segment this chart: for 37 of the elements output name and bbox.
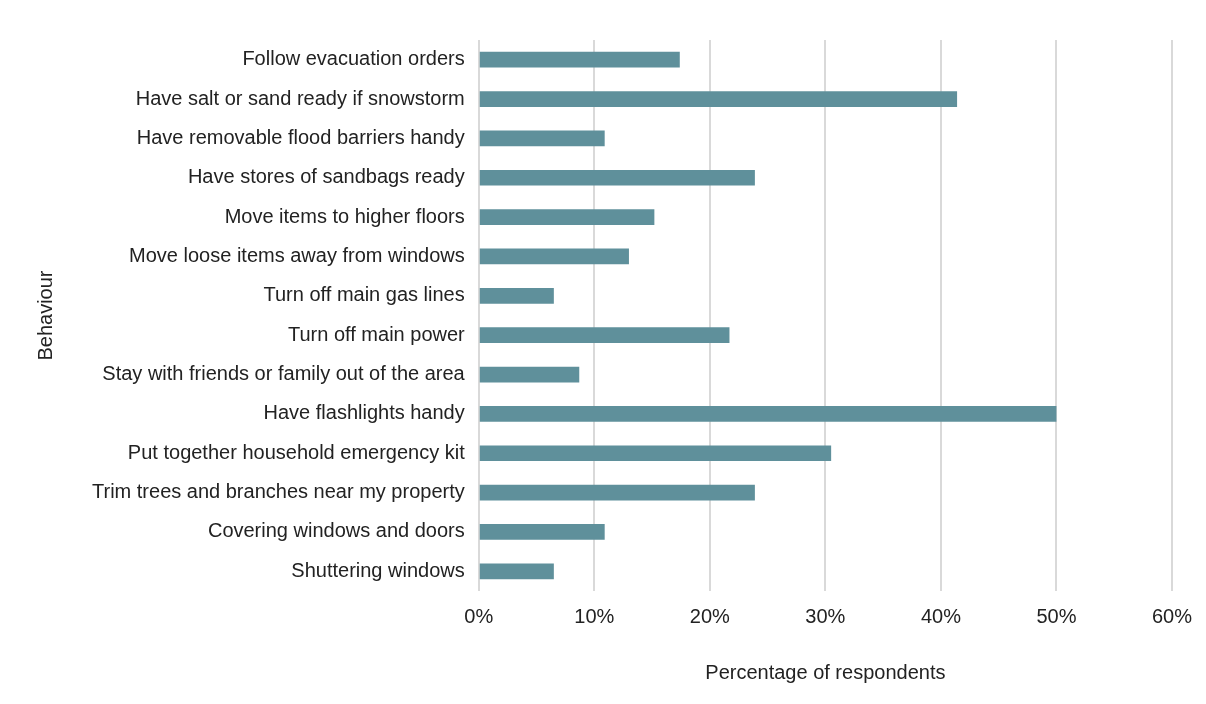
x-tick-label: 0% [464, 604, 494, 627]
bar [479, 563, 554, 580]
y-tick-label: Move loose items away from windows [129, 243, 465, 266]
y-tick-label: Have stores of sandbags ready [187, 165, 465, 188]
x-tick-label: 10% [574, 604, 615, 627]
y-tick-label: Move items to higher floors [224, 204, 465, 227]
bar [479, 445, 832, 462]
y-tick-label: Trim trees and branches near my property [91, 480, 465, 503]
y-tick-label: Covering windows and doors [207, 519, 465, 542]
bar [479, 130, 605, 147]
bar [479, 524, 605, 540]
y-tick-label: Have salt or sand ready if snowstorm [135, 86, 465, 109]
x-axis-title: Percentage of respondents [705, 660, 946, 683]
bar [479, 327, 730, 344]
bar [479, 406, 1057, 422]
x-tick-label: 40% [920, 604, 962, 627]
bar [479, 91, 958, 107]
bar [479, 51, 680, 68]
y-tick-label: Have flashlights handy [263, 401, 465, 424]
x-tick-label: 60% [1151, 604, 1193, 627]
y-tick-label: Shuttering windows [291, 558, 465, 581]
bar [479, 248, 629, 265]
bar [479, 366, 580, 383]
bar [479, 209, 655, 225]
y-tick-label: Turn off main power [287, 322, 466, 345]
x-tick-label: 50% [1036, 604, 1077, 627]
bar [479, 484, 755, 501]
y-tick-label: Have removable flood barriers handy [136, 125, 465, 148]
y-tick-label: Stay with friends or family out of the area [102, 362, 466, 385]
x-tick-label: 20% [689, 604, 731, 627]
bar [479, 169, 755, 186]
y-tick-label: Put together household emergency kit [127, 440, 466, 463]
y-tick-label: Follow evacuation orders [242, 47, 465, 70]
bar [479, 287, 554, 304]
y-axis-title: Behaviour [33, 270, 56, 361]
y-tick-label: Turn off main gas lines [263, 283, 465, 306]
x-tick-label: 30% [805, 604, 846, 627]
